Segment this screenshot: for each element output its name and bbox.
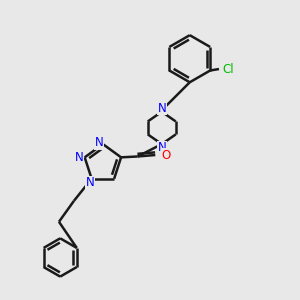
Text: O: O (161, 148, 170, 161)
Text: N: N (158, 102, 166, 115)
Text: N: N (86, 176, 94, 189)
Text: Cl: Cl (223, 62, 234, 76)
Text: N: N (75, 151, 84, 164)
Text: N: N (95, 136, 104, 149)
Text: N: N (158, 141, 166, 154)
